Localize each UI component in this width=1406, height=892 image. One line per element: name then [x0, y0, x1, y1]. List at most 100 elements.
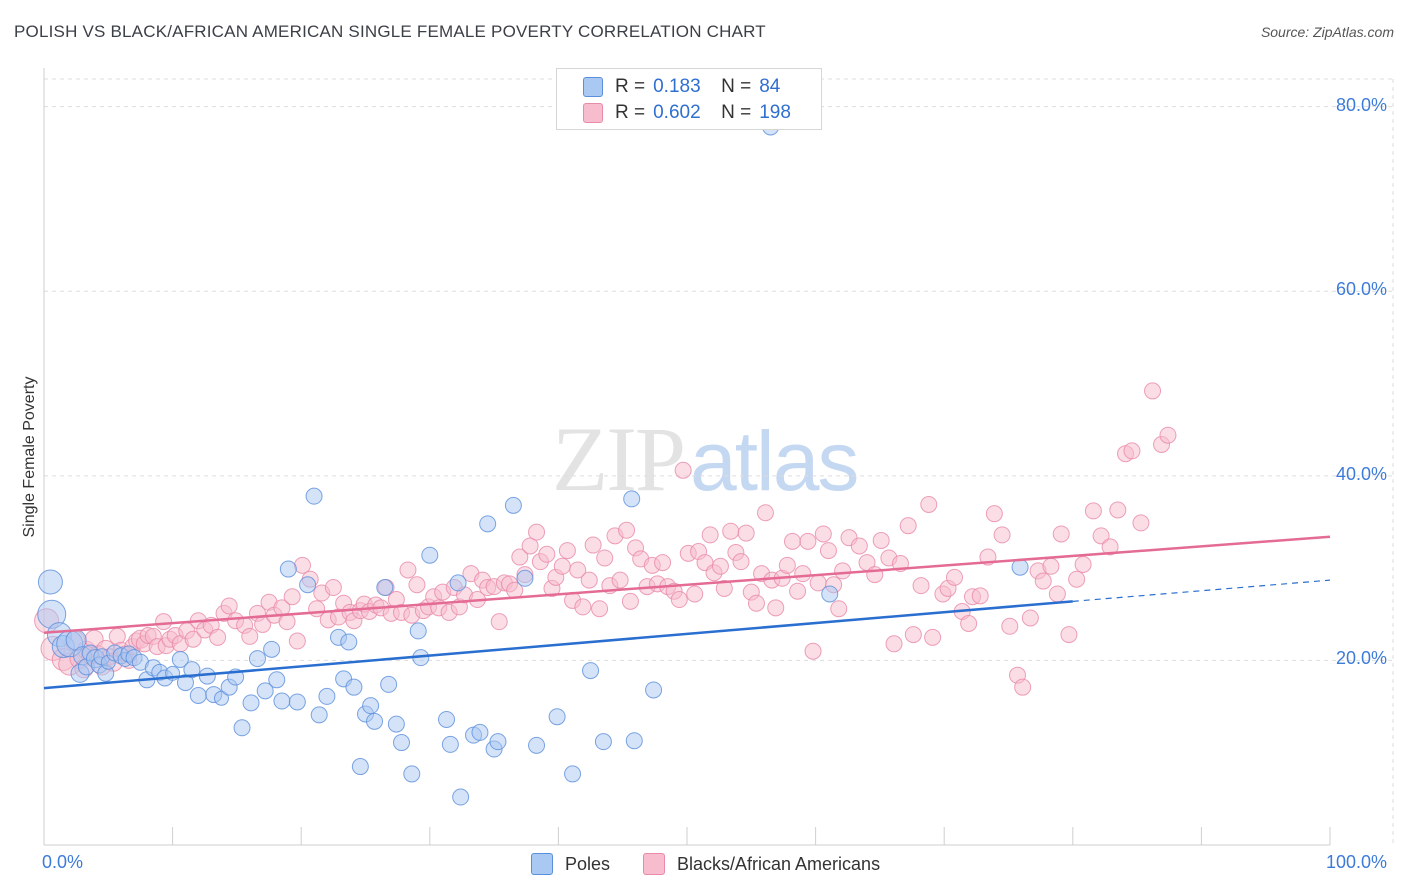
poles-point — [393, 734, 411, 752]
poles-point — [183, 661, 201, 679]
x-tick-label-min: 0.0% — [42, 852, 84, 872]
black-point — [1001, 617, 1019, 635]
black-series-points — [34, 382, 1177, 696]
black-point — [1101, 538, 1119, 556]
black-point — [834, 562, 852, 580]
poles-point — [489, 733, 507, 751]
y-tick-label: 40.0% — [1336, 463, 1388, 484]
poles-point — [821, 585, 839, 603]
black-point — [971, 587, 989, 605]
poles-point — [438, 710, 456, 728]
black-point — [814, 525, 832, 543]
poles-point — [516, 569, 534, 587]
y-tick-label: 80.0% — [1336, 94, 1388, 115]
poles-point — [452, 788, 470, 806]
poles-point — [366, 712, 384, 730]
black-point — [711, 557, 729, 575]
black-point — [209, 628, 227, 646]
poles-point — [625, 732, 643, 750]
poles-point — [403, 765, 421, 783]
poles-point — [299, 576, 317, 594]
legend-swatch-poles — [583, 77, 603, 97]
black-point — [399, 561, 417, 579]
black-point — [789, 582, 807, 600]
black-point — [241, 627, 259, 645]
poles-point — [441, 735, 459, 753]
black-point — [293, 556, 311, 574]
black-point — [778, 556, 796, 574]
y-tick-label: 60.0% — [1336, 279, 1388, 300]
poles-point — [409, 622, 427, 640]
poles-point — [449, 574, 467, 592]
poles-point — [421, 546, 439, 564]
black-point — [574, 598, 592, 616]
black-point — [1092, 527, 1110, 545]
black-point — [866, 566, 884, 584]
series-legend-black[interactable]: Blacks/African Americans — [643, 851, 880, 877]
black-point — [155, 613, 173, 631]
poles-trend-extension — [1072, 579, 1331, 602]
black-point — [490, 613, 508, 631]
black-point — [756, 504, 774, 522]
poles-point — [198, 667, 216, 685]
black-point — [1014, 678, 1032, 696]
black-point — [1042, 557, 1060, 575]
black-point — [618, 521, 636, 539]
legend-r-value: 0.602 — [653, 102, 701, 123]
black-point — [945, 568, 963, 586]
poles-point — [345, 678, 363, 696]
black-point — [558, 542, 576, 560]
poles-point — [1011, 558, 1029, 576]
series-label-black: Blacks/African Americans — [677, 853, 881, 874]
y-axis-label: Single Female Poverty — [21, 376, 38, 538]
black-point — [596, 549, 614, 567]
black-point — [528, 523, 546, 541]
black-point — [511, 548, 529, 566]
black-point — [701, 526, 719, 544]
black-point — [885, 635, 903, 653]
legend-n-value: 84 — [759, 76, 781, 97]
black-point — [591, 600, 609, 618]
black-point — [747, 594, 765, 612]
legend-n-label: N = — [721, 76, 752, 97]
poles-point — [504, 496, 522, 514]
black-point — [1021, 609, 1039, 627]
poles-point — [288, 693, 306, 711]
poles-point — [594, 733, 612, 751]
black-point — [912, 577, 930, 595]
black-point — [767, 599, 785, 617]
poles-point — [318, 687, 336, 705]
series-label-poles: Poles — [565, 853, 611, 874]
poles-point — [645, 681, 663, 699]
poles-point — [248, 650, 266, 668]
legend-n-value: 198 — [759, 102, 791, 123]
black-point — [783, 532, 801, 550]
black-point — [288, 632, 306, 650]
black-point — [283, 588, 301, 606]
poles-point — [471, 723, 489, 741]
poles-point — [256, 682, 274, 700]
legend-r-label: R = — [615, 76, 646, 97]
black-point — [521, 537, 539, 555]
black-point — [899, 517, 917, 535]
black-point — [1144, 382, 1162, 400]
legend-swatch-black — [583, 103, 603, 123]
poles-point — [376, 579, 394, 597]
poles-point — [582, 662, 600, 680]
black-point — [1109, 501, 1127, 519]
black-point — [850, 537, 868, 555]
series-swatch-poles — [531, 853, 553, 875]
source-label[interactable]: Source: ZipAtlas.com — [1260, 24, 1394, 40]
black-point — [670, 591, 688, 609]
poles-series-points — [37, 118, 1029, 806]
black-point — [794, 565, 812, 583]
black-point — [722, 522, 740, 540]
black-point — [220, 597, 238, 615]
poles-point — [380, 675, 398, 693]
legend-n-label: N = — [721, 102, 752, 123]
poles-point — [213, 690, 229, 706]
series-legend-poles[interactable]: Poles — [531, 851, 610, 877]
black-point — [654, 554, 672, 572]
poles-point — [479, 515, 497, 533]
legend-row-poles: R = 0.183 N = 84 — [583, 74, 780, 100]
